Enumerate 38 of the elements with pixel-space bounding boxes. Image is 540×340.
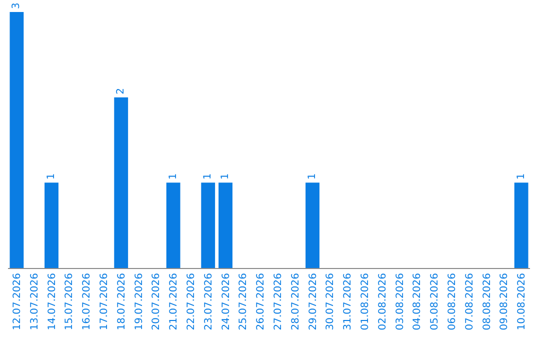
data-label: 1 [168,173,179,180]
x-tick-label: 03.08.2026 [394,273,406,330]
x-tick-label: 02.08.2026 [377,273,388,330]
x-tick-label: 21.07.2026 [168,273,180,330]
data-label: 1 [202,173,214,180]
data-label: 3 [11,2,22,9]
x-tick-label: 10.08.2026 [516,273,528,330]
x-tick-label: 29.07.2026 [308,273,319,330]
x-tick-label: 05.08.2026 [430,273,441,330]
x-tick-label: 17.07.2026 [98,273,110,330]
x-tick-label: 08.08.2026 [482,273,493,330]
data-label: 2 [116,88,127,94]
x-tick-label: 16.07.2026 [82,273,93,330]
x-tick-label: 19.07.2026 [134,273,145,330]
x-tick-label: 04.08.2026 [412,273,424,330]
data-label: 1 [46,173,57,180]
x-tick-label: 06.08.2026 [446,273,458,330]
x-tick-label: 23.07.2026 [203,273,214,330]
x-tick-label: 07.08.2026 [464,273,476,330]
x-tick-label: 15.07.2026 [64,273,76,330]
x-tick-label: 28.07.2026 [290,273,302,330]
x-tick-label: 27.07.2026 [272,273,284,330]
x-tick-label: 31.07.2026 [342,273,354,330]
x-tick-label: 13.07.2026 [29,273,40,330]
x-tick-label: 22.07.2026 [186,273,197,330]
x-tick-label: 14.07.2026 [46,273,58,330]
x-tick-label: 26.07.2026 [256,273,267,330]
x-tick-label: 20.07.2026 [151,273,162,330]
data-label: 1 [516,173,527,180]
x-tick-label: 30.07.2026 [325,273,336,330]
x-tick-label: 09.08.2026 [499,273,510,330]
x-tick-label: 25.07.2026 [238,273,250,330]
x-tick-label: 18.07.2026 [116,273,128,330]
x-tick-label: 01.08.2026 [360,273,371,330]
x-tick-label: 12.07.2026 [12,273,23,330]
data-label: 1 [220,173,231,180]
data-label: 1 [307,173,318,180]
x-tick-label: 24.07.2026 [220,273,232,330]
